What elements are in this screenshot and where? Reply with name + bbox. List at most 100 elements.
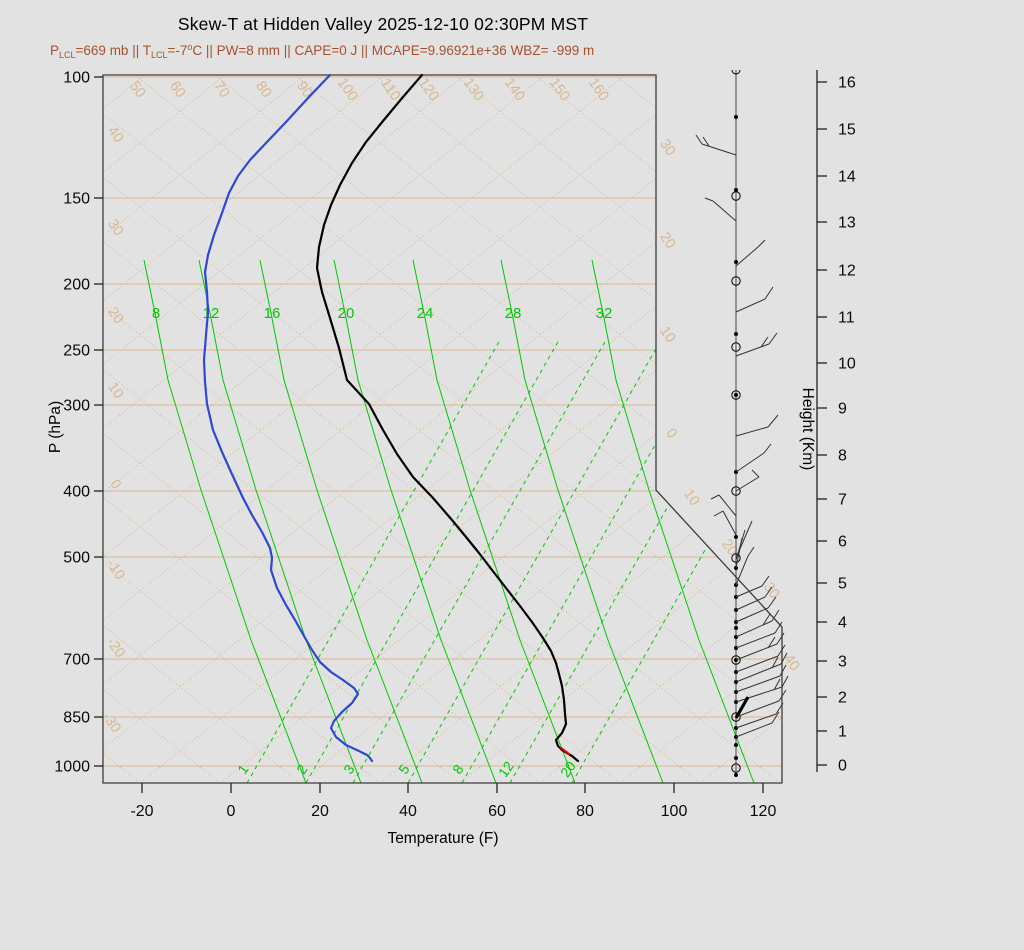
- height-tick-label: 14: [838, 169, 856, 186]
- wind-barb-shaft: [736, 723, 772, 737]
- isotherm-label-left: 40: [104, 124, 126, 146]
- wind-barb-shaft: [736, 664, 781, 682]
- subtitle-segment: LCL: [151, 50, 168, 60]
- dry-adiabat-line: [0, 75, 860, 783]
- isotherm-label-left: 30: [104, 217, 126, 239]
- isotherm-line: [0, 75, 225, 783]
- wind-station-dot: [734, 393, 738, 397]
- height-tick-label: 8: [838, 448, 847, 465]
- isotherm-label-top: 140: [501, 75, 528, 104]
- label-right-edge: 10: [656, 324, 678, 346]
- dry-adiabat-line: [0, 75, 620, 783]
- wind-barb-feather: [711, 495, 719, 499]
- isotherm-label-left: 0: [106, 477, 124, 493]
- isotherm-line: [460, 75, 1024, 783]
- dry-adiabat-line: [0, 75, 780, 783]
- wind-barb-feather: [705, 198, 713, 201]
- pressure-axis-label: P (hPa): [47, 401, 65, 453]
- height-tick-label: 12: [838, 263, 856, 280]
- dry-adiabat-line: [0, 75, 300, 783]
- isotherm-line: [0, 75, 785, 783]
- isotherm-line: [300, 75, 1024, 783]
- moist-adiabat-label: 12: [203, 305, 220, 322]
- wind-barb-shaft: [736, 586, 762, 597]
- subtitle-segment: LCL: [59, 50, 76, 60]
- isotherm-line: [0, 75, 625, 783]
- height-axis-label: Height (Km): [798, 384, 816, 474]
- isotherm-label-top: 70: [210, 79, 232, 101]
- subtitle-segment: =669 mb || T: [76, 43, 151, 58]
- wind-station-dot: [734, 773, 738, 777]
- dry-adiabat-line: [0, 75, 460, 783]
- moist-adiabat-label: 24: [417, 305, 434, 322]
- height-tick-label: 3: [838, 654, 847, 671]
- pressure-tick-label: 1000: [54, 759, 90, 776]
- height-tick-label: 2: [838, 690, 847, 707]
- height-tick-label: 16: [838, 75, 856, 92]
- wind-barb-feather: [780, 665, 786, 676]
- isotherm-line: [0, 75, 145, 783]
- wind-station-dot: [734, 260, 738, 264]
- isotherm-label-left: 10: [104, 380, 126, 402]
- mixing-ratio-label: 5: [395, 761, 413, 777]
- dry-adiabat-line: [0, 75, 220, 783]
- isotherm-line: [380, 75, 1024, 783]
- mixing-ratio-label: 1: [234, 761, 252, 777]
- temperature-tick-label: 60: [488, 803, 506, 820]
- mixing-ratio-label: 12: [495, 758, 517, 780]
- wind-barb-shaft: [736, 644, 777, 660]
- dewpoint-curve: [204, 75, 372, 761]
- temperature-tick-label: 40: [399, 803, 417, 820]
- isotherm-line: [0, 75, 865, 783]
- dry-adiabat-line: [0, 75, 700, 783]
- height-tick-label: 0: [838, 758, 847, 775]
- wind-barb-shaft: [719, 495, 736, 516]
- wind-barb-feather: [764, 444, 771, 453]
- wind-barb-shaft: [736, 247, 758, 266]
- pressure-tick-label: 150: [63, 191, 90, 208]
- moist-adiabat-label: 8: [152, 305, 160, 322]
- wind-barb-feather: [758, 240, 765, 247]
- dry-adiabat-line: [295, 75, 1024, 783]
- wind-barb-shaft: [736, 656, 778, 672]
- height-tick-label: 6: [838, 534, 847, 551]
- mixing-ratio-label: 2: [293, 761, 311, 777]
- isotherm-line: [140, 75, 1024, 783]
- isotherm-label-top: 90: [293, 79, 315, 101]
- dry-adiabat-line: [535, 75, 1024, 783]
- dry-adiabat-line: [695, 75, 1024, 783]
- isotherm-line: [0, 75, 545, 783]
- wind-station-dot: [734, 756, 738, 760]
- wind-barb-shaft: [702, 144, 736, 155]
- pressure-tick-label: 250: [63, 343, 90, 360]
- dry-adiabat-line: [455, 75, 1024, 783]
- plot-border: [103, 75, 782, 783]
- skewt-plot-svg: 5060708090100110120130140150160403020100…: [0, 0, 1024, 950]
- temperature-tick-label: 120: [750, 803, 777, 820]
- temperature-tick-label: 100: [661, 803, 688, 820]
- isotherm-label-top: 80: [252, 79, 274, 101]
- temperature-axis-label: Temperature (F): [103, 830, 783, 848]
- moist-adiabat-label: 28: [505, 305, 522, 322]
- isotherm-label-top: 60: [166, 79, 188, 101]
- wind-barb-shaft: [736, 608, 768, 622]
- wind-barb-feather: [782, 676, 788, 687]
- height-tick-label: 7: [838, 492, 847, 509]
- wind-station-dot: [734, 115, 738, 119]
- temperature-axis: -20020406080100120: [130, 783, 776, 820]
- height-tick-label: 4: [838, 615, 847, 632]
- isotherm-label-top: 100: [334, 75, 361, 104]
- subtitle-segment: C || PW=8 mm || CAPE=0 J || MCAPE=9.9692…: [192, 43, 594, 58]
- dry-adiabat-line: [0, 75, 540, 783]
- pressure-tick-label: 400: [63, 484, 90, 501]
- height-tick-label: 9: [838, 401, 847, 418]
- moist-adiabat-label: 16: [264, 305, 281, 322]
- label-diagonal-edge: 30: [760, 580, 782, 602]
- skewt-figure: 5060708090100110120130140150160403020100…: [0, 0, 1024, 950]
- pressure-tick-label: 700: [63, 652, 90, 669]
- temperature-tick-label: 80: [576, 803, 594, 820]
- wind-barb-feather: [714, 511, 723, 516]
- label-right-edge: 20: [656, 230, 678, 252]
- pressure-tick-label: 500: [63, 550, 90, 567]
- pressure-tick-label: 100: [63, 70, 90, 87]
